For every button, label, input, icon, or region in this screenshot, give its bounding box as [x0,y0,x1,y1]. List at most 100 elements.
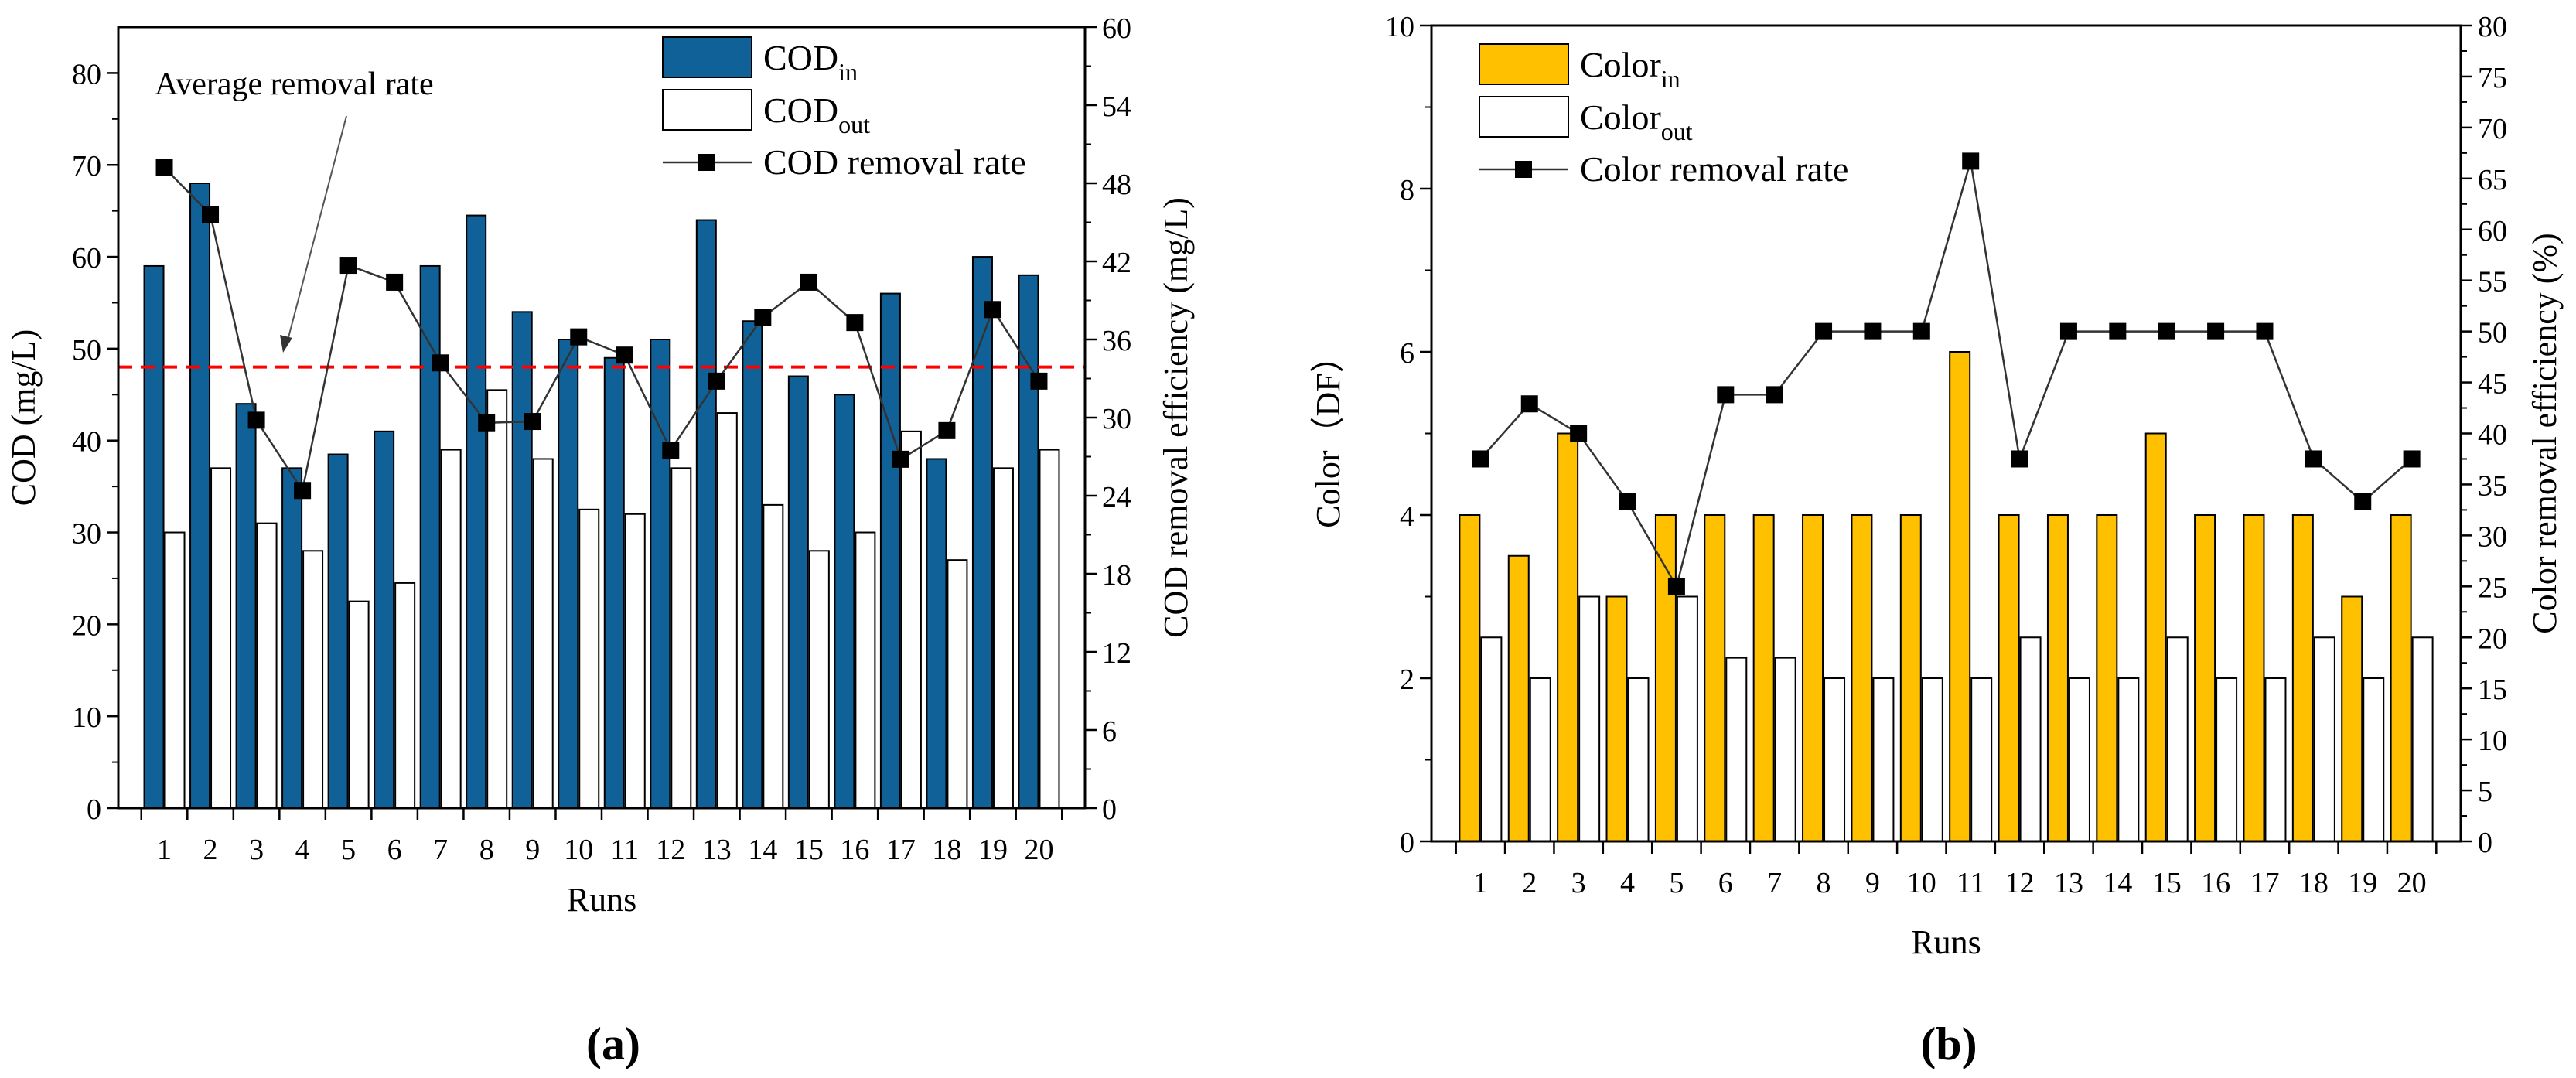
rate-marker-18 [938,421,956,439]
y2-tick-label: 40 [2478,419,2507,452]
bar-in-6 [1704,514,1726,842]
legend-sub-out: out [838,111,870,138]
bar-out-13 [2068,677,2090,842]
bar-in-15 [787,375,809,809]
rate-marker-13 [708,372,725,390]
bar-in-15 [2144,432,2167,842]
y-tick-label: 50 [72,334,101,367]
bar-out-2 [210,467,232,810]
bar-out-15 [808,550,830,809]
bar-in-4 [281,467,303,810]
y-tick-label: 70 [72,150,101,183]
y2-tick-label: 30 [2478,520,2507,553]
x-tick-label: 3 [249,834,264,866]
rate-marker-4 [294,482,312,500]
y2-tick-label: 15 [2478,674,2507,706]
y2-tick-label: 42 [1102,247,1131,279]
bar-out-16 [2216,677,2238,842]
y2-tick-label: 65 [2478,164,2507,196]
legend-marker-rate [698,154,715,171]
y2-tick-label: 24 [1102,481,1131,513]
bar-in-16 [2194,514,2216,842]
y2-tick-label: 75 [2478,62,2507,94]
y2-tick-label: 35 [2478,469,2507,502]
y2-tick-label: 60 [1102,12,1131,45]
bar-out-13 [716,412,738,809]
legend-marker-rate [1515,161,1532,178]
rate-marker-19 [984,301,1001,319]
bar-out-19 [992,467,1014,810]
x-tick-label: 8 [479,834,494,866]
bar-in-13 [695,219,717,809]
x-tick-label: 9 [1865,867,1880,899]
x-tick-label: 6 [387,834,402,866]
bar-in-17 [879,292,901,809]
rate-marker-2 [1520,395,1538,413]
rate-marker-11 [1962,152,1980,170]
x-tick-label: 13 [2054,867,2083,899]
legend-label-out: CODout [763,90,870,138]
rate-marker-1 [1472,450,1489,468]
y2-tick-label: 30 [1102,403,1131,435]
rate-marker-20 [1030,372,1048,390]
y-tick-label: 30 [72,518,101,551]
rate-marker-12 [2011,450,2028,468]
y-axis-title: Color（DF） [1309,339,1347,527]
bar-out-18 [2313,636,2335,842]
bar-out-5 [348,600,370,809]
rate-marker-16 [2207,322,2225,340]
x-axis-title: Runs [1911,923,1981,961]
rate-marker-18 [2305,450,2322,468]
bar-in-9 [511,311,533,809]
x-tick-label: 16 [840,834,869,866]
y2-tick-label: 0 [2478,827,2492,859]
x-tick-label: 5 [341,834,356,866]
rate-marker-10 [1912,322,1930,340]
bar-out-3 [256,522,278,809]
bar-out-3 [1578,595,1601,842]
x-tick-label: 10 [564,834,593,866]
bar-in-3 [1557,432,1579,842]
bar-in-3 [235,403,257,809]
rate-marker-9 [1864,322,1882,340]
y2-tick-label: 60 [2478,215,2507,247]
x-tick-label: 18 [2299,867,2329,899]
y-tick-label: 20 [72,609,101,642]
bar-in-10 [558,339,579,809]
legend-name-in: COD [763,38,838,77]
y-tick-label: 80 [72,58,101,90]
bar-in-18 [926,458,947,809]
removal-rate-line [163,166,1040,493]
x-tick-label: 20 [1024,834,1053,866]
bar-out-6 [394,582,416,809]
bar-out-5 [1676,595,1698,842]
x-tick-label: 19 [2348,867,2377,899]
y-tick-label: 8 [1400,174,1414,206]
bar-out-4 [302,550,324,809]
bar-out-11 [624,513,646,809]
y-tick-label: 4 [1400,500,1414,533]
bar-out-12 [670,467,692,810]
removal-rate-line [1479,161,2413,589]
bar-in-2 [189,183,211,809]
x-tick-label: 7 [433,834,448,866]
x-tick-label: 12 [656,834,685,866]
bar-out-20 [1039,449,1060,810]
bar-out-9 [1872,677,1895,842]
rate-marker-6 [1717,386,1735,404]
x-tick-label: 2 [1522,867,1537,899]
y-tick-label: 0 [1400,827,1414,859]
legend-swatch-in [662,36,752,78]
bar-in-8 [466,214,487,809]
bar-out-14 [763,503,784,809]
x-tick-label: 13 [702,834,732,866]
rate-marker-17 [2256,322,2274,340]
bar-out-1 [1480,636,1503,842]
panel-a-cod-chart: Average removal rate 0 10 20 30 40 50 60 70 80 0 6 1… [5,12,1195,1069]
bar-in-1 [143,264,165,809]
y2-tick-label: 36 [1102,325,1131,357]
y2-tick-label: 20 [2478,623,2507,655]
y2-axis-title: Color removal efficiency (%) [2526,233,2564,633]
bar-in-7 [419,264,441,809]
rate-marker-19 [2354,493,2372,510]
